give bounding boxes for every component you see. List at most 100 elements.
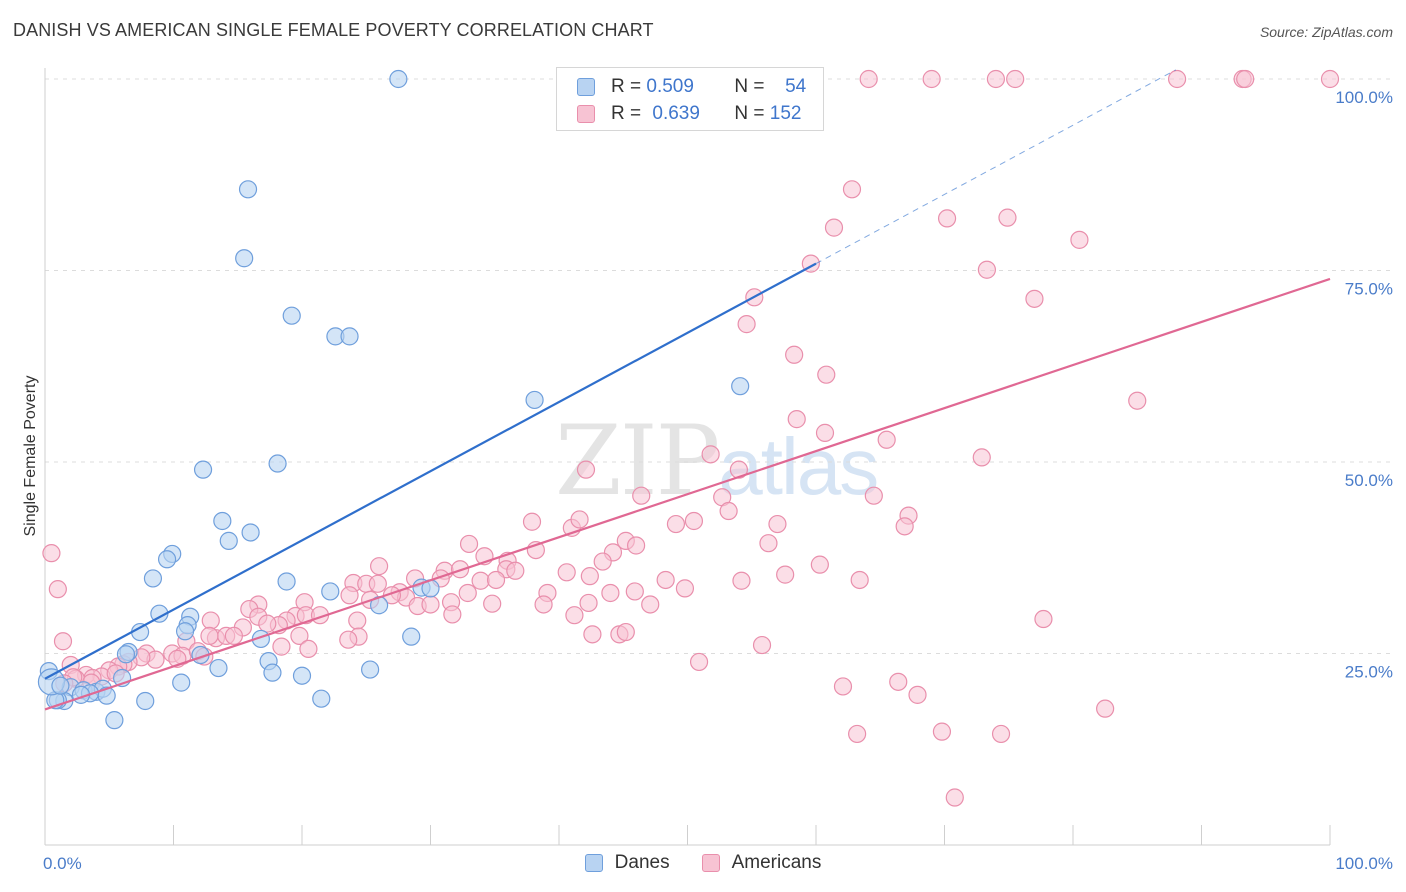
americans-point bbox=[972, 448, 991, 467]
danes-point bbox=[238, 180, 258, 199]
americans-point bbox=[290, 626, 309, 645]
americans-point bbox=[1128, 391, 1147, 410]
americans-swatch bbox=[577, 105, 595, 123]
americans-point bbox=[272, 637, 291, 656]
stats-legend: R = 0.509 N = 54 R = 0.639 N = 152 bbox=[556, 67, 824, 131]
americans-point bbox=[1320, 69, 1340, 89]
americans-point bbox=[945, 788, 964, 807]
americans-point bbox=[701, 445, 720, 464]
americans-point bbox=[570, 510, 589, 529]
americans-point bbox=[787, 410, 806, 429]
americans-point bbox=[689, 652, 709, 672]
americans-n-value: 152 bbox=[769, 103, 802, 124]
danes-point bbox=[97, 686, 116, 705]
legend-item-danes[interactable]: Danes bbox=[584, 852, 670, 874]
axes bbox=[44, 68, 1331, 846]
americans-point bbox=[483, 594, 502, 613]
danes-point bbox=[209, 658, 228, 678]
americans-point bbox=[48, 580, 67, 599]
americans-point bbox=[557, 563, 576, 582]
americans-point bbox=[626, 536, 646, 555]
americans-point bbox=[729, 460, 749, 479]
x-tick-label: 100.0% bbox=[1335, 854, 1393, 873]
americans-point bbox=[42, 544, 61, 563]
chart-source: Source: ZipAtlas.com bbox=[1259, 24, 1393, 40]
americans-point bbox=[656, 570, 675, 590]
danes-point bbox=[193, 460, 213, 479]
danes-legend-label: Danes bbox=[614, 852, 670, 873]
danes-point bbox=[105, 711, 124, 730]
danes-point bbox=[130, 622, 150, 642]
regression-lines bbox=[44, 69, 1331, 711]
americans-point bbox=[348, 611, 367, 630]
danes-point bbox=[282, 306, 301, 325]
danes-point bbox=[172, 673, 191, 692]
americans-point bbox=[522, 512, 542, 531]
americans-point bbox=[675, 579, 695, 598]
americans-r-label: R = bbox=[611, 103, 642, 124]
americans-point bbox=[580, 567, 599, 586]
americans-point bbox=[579, 593, 598, 613]
americans-point bbox=[1236, 69, 1255, 89]
danes-point bbox=[312, 689, 331, 708]
americans-point bbox=[459, 534, 479, 554]
americans-point bbox=[895, 517, 914, 536]
americans-point bbox=[576, 460, 596, 479]
danes-point bbox=[321, 582, 340, 601]
danes-point bbox=[525, 390, 544, 410]
americans-point bbox=[201, 611, 220, 630]
americans-point bbox=[258, 614, 277, 633]
danes-legend-swatch bbox=[584, 854, 603, 872]
danes-swatch bbox=[577, 78, 595, 96]
americans-point bbox=[368, 574, 387, 593]
americans-point bbox=[810, 555, 829, 574]
americans-point bbox=[666, 514, 686, 534]
americans-point bbox=[506, 561, 525, 580]
y-axis-label: Single Female Poverty bbox=[22, 376, 39, 537]
americans-point bbox=[684, 511, 704, 531]
americans-point bbox=[889, 672, 908, 691]
americans-point bbox=[1034, 609, 1053, 629]
gridlines bbox=[45, 78, 1395, 654]
danes-point bbox=[219, 531, 238, 550]
danes-point bbox=[340, 327, 359, 346]
americans-legend-swatch bbox=[701, 854, 720, 872]
danes-point bbox=[235, 249, 254, 268]
americans-point bbox=[937, 209, 957, 228]
danes-point bbox=[263, 663, 282, 682]
americans-point bbox=[1167, 69, 1187, 89]
americans-point bbox=[1070, 230, 1089, 249]
americans-point bbox=[848, 724, 867, 744]
danes-point bbox=[389, 69, 408, 89]
americans-point bbox=[421, 595, 440, 614]
danes-point bbox=[268, 454, 287, 473]
americans-point bbox=[200, 626, 219, 645]
americans-n-label: N = bbox=[734, 103, 765, 124]
legend-item-americans[interactable]: Americans bbox=[701, 852, 822, 874]
americans-point bbox=[224, 626, 243, 645]
americans-point bbox=[340, 586, 359, 605]
americans-point bbox=[1096, 699, 1115, 718]
americans-point bbox=[977, 260, 997, 279]
americans-point bbox=[443, 605, 462, 624]
y-tick-label: 75.0% bbox=[1345, 280, 1393, 299]
americans-r-value: 0.639 bbox=[652, 103, 700, 124]
x-tick-label: 0.0% bbox=[43, 854, 82, 873]
americans-point bbox=[641, 595, 660, 614]
danes-point bbox=[51, 676, 70, 695]
americans-point bbox=[768, 514, 787, 534]
americans-point bbox=[339, 630, 358, 649]
americans-point bbox=[776, 565, 795, 584]
americans-legend-label: Americans bbox=[731, 852, 822, 873]
danes-n-label: N = bbox=[734, 76, 765, 97]
chart-title: DANISH VS AMERICAN SINGLE FEMALE POVERTY… bbox=[13, 20, 654, 40]
americans-point bbox=[815, 423, 835, 442]
legend-row-danes: R = 0.509 N = 54 bbox=[577, 74, 806, 100]
americans-point bbox=[991, 724, 1011, 744]
americans-point bbox=[486, 570, 506, 590]
americans-point bbox=[824, 218, 844, 237]
americans-point bbox=[842, 180, 862, 199]
danes-point bbox=[277, 572, 296, 591]
americans-point bbox=[534, 595, 553, 614]
